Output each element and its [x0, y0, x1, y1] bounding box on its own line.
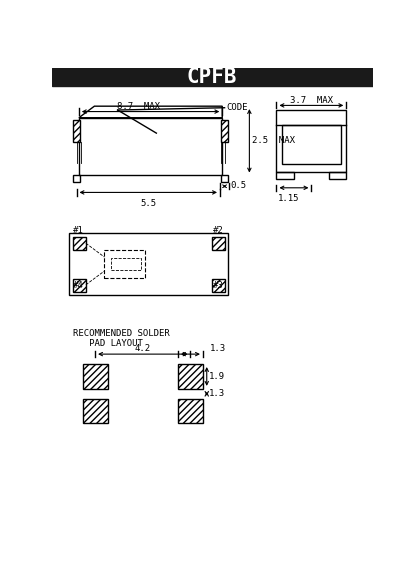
Text: 8.7  MAX: 8.7 MAX: [117, 102, 160, 111]
Bar: [220, 175, 228, 182]
Text: 0.5: 0.5: [230, 181, 246, 190]
Text: 2.5  MAX: 2.5 MAX: [251, 136, 294, 146]
Text: 1.3: 1.3: [209, 343, 225, 352]
Bar: [276, 110, 345, 171]
Bar: [83, 399, 107, 424]
Bar: [178, 399, 202, 424]
Bar: [73, 279, 85, 292]
Bar: [281, 125, 340, 164]
Bar: [52, 68, 372, 86]
Bar: [73, 120, 80, 142]
Bar: [79, 118, 222, 175]
Text: #2: #2: [212, 226, 223, 235]
Bar: [110, 258, 140, 270]
Text: 3.7  MAX: 3.7 MAX: [289, 96, 332, 105]
Text: CODE: CODE: [225, 103, 247, 112]
Bar: [73, 175, 80, 182]
Text: 1.15: 1.15: [278, 194, 299, 203]
Text: CPFB: CPFB: [187, 67, 237, 87]
Text: #1: #1: [73, 226, 84, 235]
Text: #3: #3: [212, 281, 223, 290]
Bar: [178, 364, 202, 389]
Bar: [212, 237, 225, 250]
Text: #4: #4: [73, 281, 84, 290]
Bar: [220, 120, 228, 142]
Bar: [276, 171, 293, 179]
Bar: [212, 279, 225, 292]
Bar: [69, 233, 228, 295]
Text: 4.2: 4.2: [134, 343, 150, 352]
Text: 1.3: 1.3: [209, 389, 225, 398]
Bar: [328, 171, 345, 179]
Bar: [104, 250, 145, 278]
Text: 5.5: 5.5: [140, 199, 156, 208]
Text: RECOMMENDED SOLDER: RECOMMENDED SOLDER: [73, 329, 170, 338]
Text: 1.9: 1.9: [209, 372, 225, 381]
Bar: [83, 364, 107, 389]
Bar: [73, 237, 85, 250]
Text: PAD LAYOUT: PAD LAYOUT: [73, 339, 143, 348]
